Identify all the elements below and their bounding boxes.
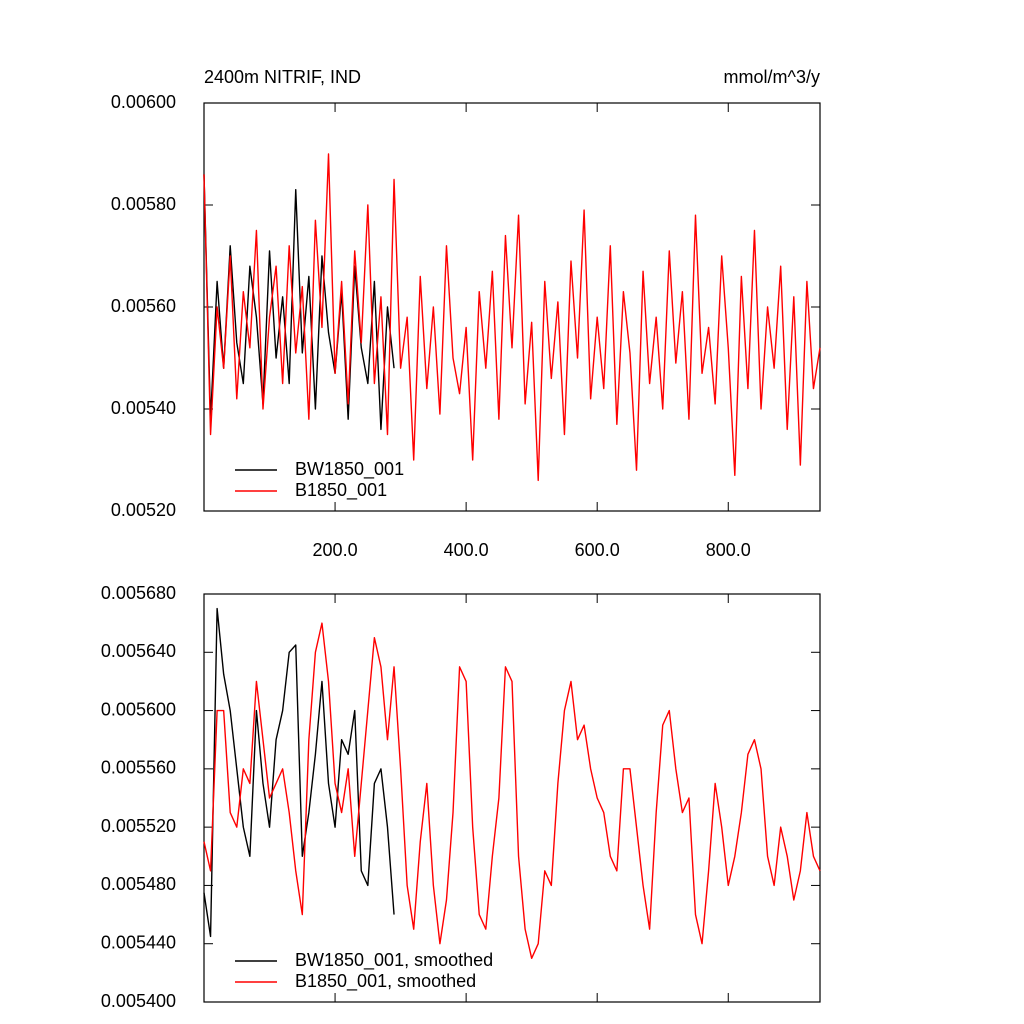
legend-label: B1850_001, smoothed [295,971,476,992]
x-tick-label: 400.0 [444,540,489,560]
y-tick-label: 0.005640 [101,641,176,661]
data-line [203,153,821,482]
y-tick-label: 0.00580 [111,194,176,214]
units-label: mmol/m^3/y [724,67,820,87]
plot-frame [203,593,821,1003]
y-tick-label: 0.00560 [111,296,176,316]
legend-label: B1850_001 [295,480,387,501]
y-tick-label: 0.005400 [101,991,176,1011]
y-tick-label: 0.00540 [111,398,176,418]
y-tick-label: 0.005600 [101,699,176,719]
y-tick-label: 0.00520 [111,500,176,520]
chart-title: 2400m NITRIF, IND [204,67,361,87]
y-tick-label: 0.005560 [101,758,176,778]
data-line [203,607,395,938]
plot-frame [203,102,821,512]
y-tick-label: 0.005520 [101,816,176,836]
data-line [203,174,395,431]
legend-label: BW1850_001, smoothed [295,950,493,971]
y-tick-label: 0.005440 [101,932,176,952]
x-tick-label: 800.0 [706,540,751,560]
data-line [203,622,821,959]
y-tick-label: 0.00600 [111,92,176,112]
y-tick-label: 0.005480 [101,874,176,894]
x-tick-label: 200.0 [313,540,358,560]
legend-label: BW1850_001 [295,459,404,480]
y-tick-label: 0.005680 [101,583,176,603]
x-tick-label: 600.0 [575,540,620,560]
